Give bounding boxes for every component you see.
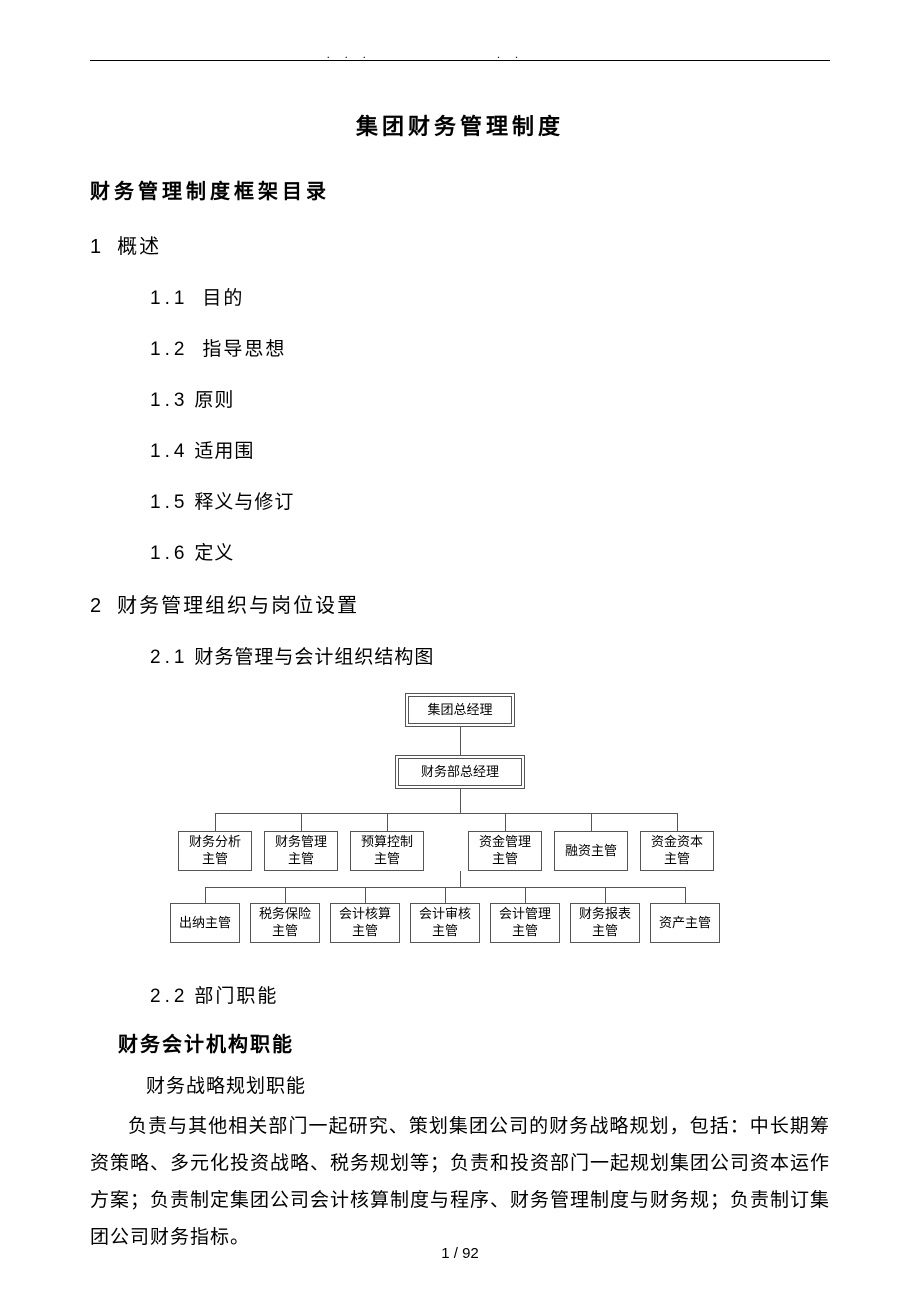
toc-item-2-2: 2.2 部门职能 <box>150 981 830 1008</box>
toc-label: 财务管理与会计组织结构图 <box>194 647 434 668</box>
toc-num: 2.2 <box>150 986 188 1007</box>
org-node: 资金管理主管 <box>468 831 542 871</box>
org-connector <box>445 887 446 903</box>
toc-num: 1.3 <box>150 390 188 411</box>
toc-num: 2 <box>90 595 103 617</box>
toc-label: 部门职能 <box>194 986 278 1007</box>
org-connector <box>591 813 592 831</box>
toc-label: 释义与修订 <box>194 492 294 513</box>
org-node: 资产主管 <box>650 903 720 943</box>
toc-num: 1.5 <box>150 492 188 513</box>
page-number: 1 / 92 <box>0 1245 920 1262</box>
org-node: 出纳主管 <box>170 903 240 943</box>
toc-item-1-6: 1.6 定义 <box>150 538 830 565</box>
toc-item-1: 1 概述 <box>90 230 830 259</box>
toc-num: 1.1 <box>150 288 188 309</box>
toc-label: 概述 <box>117 236 161 258</box>
org-connector <box>505 813 506 831</box>
org-connector <box>365 887 366 903</box>
toc-item-1-2: 1.2 指导思想 <box>150 334 830 361</box>
org-connector <box>205 887 206 903</box>
org-node: 财务部总经理 <box>395 755 525 789</box>
page-current: 1 <box>441 1245 449 1262</box>
org-connector <box>215 813 216 831</box>
toc-label: 目的 <box>202 288 244 309</box>
org-node: 财务报表主管 <box>570 903 640 943</box>
org-connector <box>460 871 461 887</box>
toc-item-1-5: 1.5 释义与修订 <box>150 487 830 514</box>
toc-label: 适用围 <box>194 441 254 462</box>
toc-num: 1.6 <box>150 543 188 564</box>
toc-num: 1.2 <box>150 339 188 360</box>
page-total: 92 <box>462 1245 479 1262</box>
org-node: 集团总经理 <box>405 693 515 727</box>
org-connector <box>460 727 461 755</box>
org-connector <box>605 887 606 903</box>
org-connector <box>387 813 388 831</box>
section-subhead: 财务会计机构职能 <box>118 1028 830 1057</box>
toc-item-1-3: 1.3 原则 <box>150 385 830 412</box>
toc-item-1-1: 1.1 目的 <box>150 283 830 310</box>
toc-item-2: 2 财务管理组织与岗位设置 <box>90 589 830 618</box>
org-chart: 集团总经理财务部总经理财务分析主管财务管理主管预算控制主管 资金管理主管融资主管资… <box>90 693 830 953</box>
org-connector <box>215 813 677 814</box>
toc-num: 1 <box>90 236 103 258</box>
toc-label: 定义 <box>194 543 234 564</box>
org-connector <box>677 813 678 831</box>
toc-label: 财务管理组织与岗位设置 <box>117 595 359 617</box>
org-connector <box>525 887 526 903</box>
org-node: 会计审核主管 <box>410 903 480 943</box>
org-node: 预算控制主管 <box>350 831 424 871</box>
org-connector <box>685 887 686 903</box>
org-node: 财务分析主管 <box>178 831 252 871</box>
section-subhead-2: 财务战略规划职能 <box>146 1071 830 1098</box>
org-connector <box>301 813 302 831</box>
org-node: 税务保险主管 <box>250 903 320 943</box>
toc-heading: 财务管理制度框架目录 <box>90 175 830 204</box>
toc-num: 1.4 <box>150 441 188 462</box>
org-node: 资金资本主管 <box>640 831 714 871</box>
toc-item-1-4: 1.4 适用围 <box>150 436 830 463</box>
toc-label: 指导思想 <box>202 339 286 360</box>
page-sep: / <box>450 1245 463 1262</box>
toc-item-2-1: 2.1 财务管理与会计组织结构图 <box>150 642 830 669</box>
body-paragraph: 负责与其他相关部门一起研究、策划集团公司的财务战略规划，包括：中长期筹资策略、多… <box>90 1108 830 1256</box>
page: 集团财务管理制度 财务管理制度框架目录 1 概述 1.1 目的 1.2 指导思想 1.… <box>0 0 920 1296</box>
org-node: 融资主管 <box>554 831 628 871</box>
header-rule <box>90 60 830 61</box>
document-title: 集团财务管理制度 <box>90 109 830 141</box>
org-node: 会计管理主管 <box>490 903 560 943</box>
org-node: 财务管理主管 <box>264 831 338 871</box>
org-connector <box>460 789 461 813</box>
toc-num: 2.1 <box>150 647 188 668</box>
toc-label: 原则 <box>194 390 234 411</box>
org-node: 会计核算主管 <box>330 903 400 943</box>
org-connector <box>285 887 286 903</box>
